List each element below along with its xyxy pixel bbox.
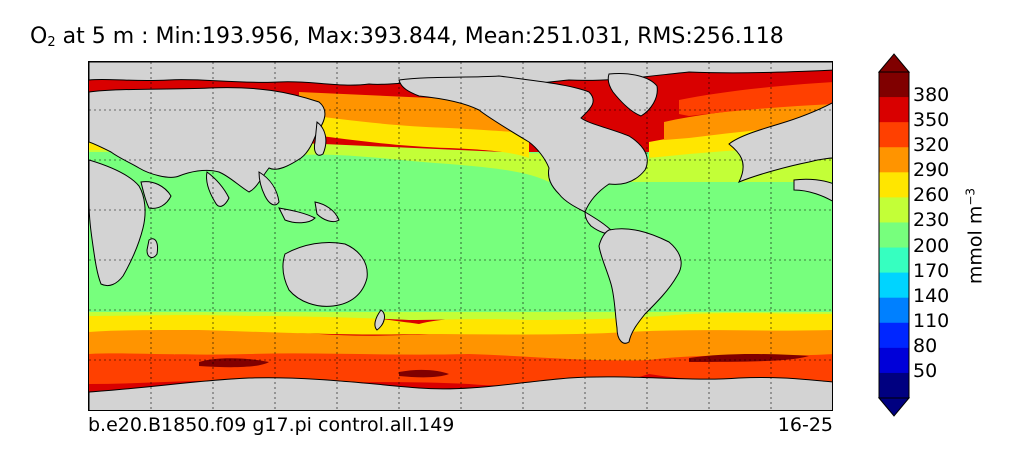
colorbar-tick-label: 80 [913,334,938,357]
colorbar-tick-label: 200 [913,234,950,257]
colorbar-segment [879,222,909,249]
map-panel [88,61,833,411]
colorbar-tick-label: 110 [913,309,950,332]
land-japan [314,121,327,156]
colorbar-tick-label: 290 [913,159,950,182]
colorbar-tick-label: 230 [913,209,950,232]
colorbar-segment [879,322,909,349]
colorbar-tick-label: 170 [913,259,950,282]
land-australia [282,241,368,307]
band-north-atlantic-320 [664,102,832,140]
colorbar-segment [879,172,909,198]
title-subscript: 2 [47,35,56,50]
colorbar-segment [879,297,909,324]
colorbar-segment [879,372,909,399]
land-arabia [140,181,172,209]
graticule [89,62,832,410]
year-range: 16-25 [777,414,833,436]
colorbar-tick-label: 50 [913,359,938,382]
colorbar-label: mmol m−3 [963,188,986,284]
land-south-america [598,228,682,344]
plot-title: O2 at 5 m : Min:193.956, Max:393.844, Me… [30,24,784,50]
colorbar-unit: mmol m [964,205,987,285]
colorbar-segment [879,72,909,98]
title-stats: at 5 m : Min:193.956, Max:393.844, Mean:… [55,24,784,49]
colorbar-tick-label: 140 [913,284,950,307]
ocean-o2-map [89,62,832,410]
land-madagascar [146,238,158,258]
colorbar-tick-label: 380 [913,84,950,107]
colorbar-tick-label: 350 [913,109,950,132]
colorbar-bottom-extension [877,397,911,417]
colorbar-top-extension [877,53,911,73]
colorbar-segment [879,147,909,173]
land-new-zealand [374,309,385,331]
colorbar-segment [879,347,909,374]
land-india [206,171,230,207]
title-species: O [30,24,48,49]
colorbar-segment [879,247,909,274]
band-north-atlantic-350 [679,82,832,116]
land-central-america [584,211,614,235]
colorbar-segment [879,272,909,299]
colorbar [877,53,911,417]
land-antarctica [89,376,832,410]
colorbar-segment [879,97,909,123]
colorbar-segment [879,122,909,148]
colorbar-tick-label: 260 [913,184,950,207]
colorbar-outline [878,71,910,399]
colorbar-tick-label: 320 [913,134,950,157]
band-north-pacific-260 [279,142,549,182]
land-africa [89,159,832,287]
colorbar-segment [879,197,909,223]
colorbar-unit-exponent: −3 [963,187,978,206]
case-name: b.e20.B1850.f09 g17.pi control.all.149 [88,414,455,436]
band-antarctic-380 [199,354,809,378]
